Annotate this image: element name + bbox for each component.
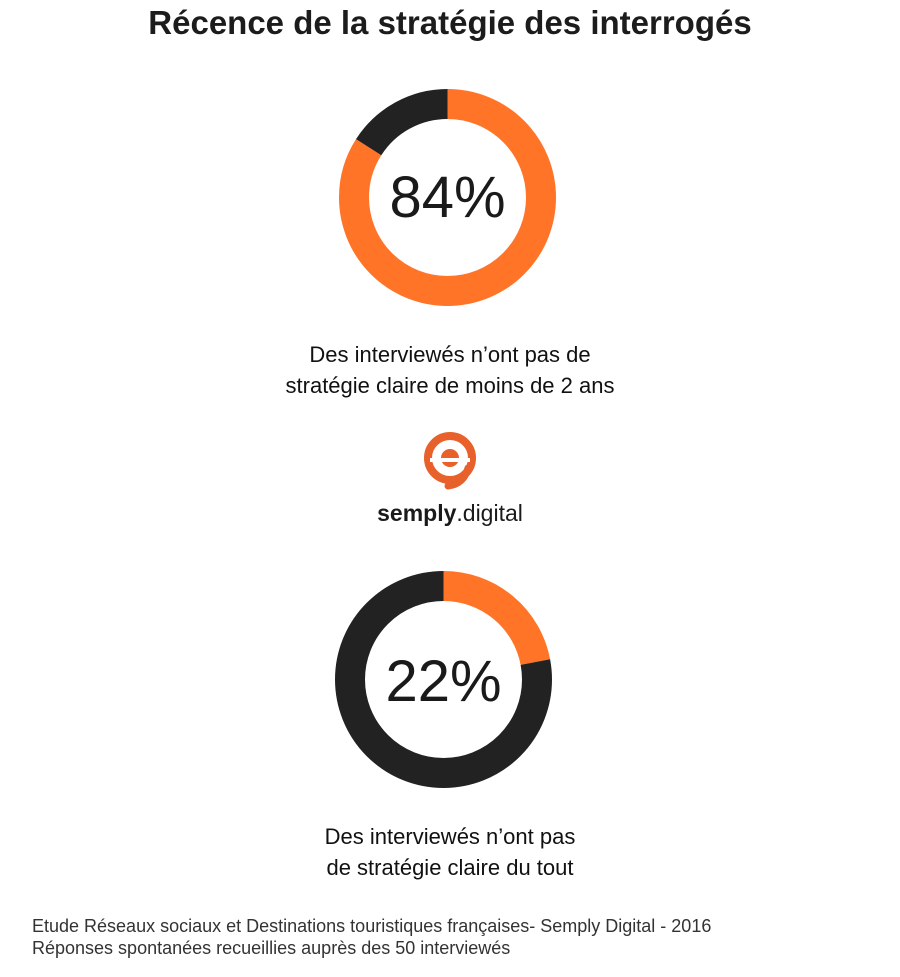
footer-source: Etude Réseaux sociaux et Destinations to… <box>32 915 711 959</box>
donut-chart-84: 84% <box>339 89 556 306</box>
logo-name-rest: .digital <box>456 500 523 526</box>
caption-22: Des interviewés n’ont pas de stratégie c… <box>0 821 900 883</box>
semply-logo: semply.digital <box>360 430 540 530</box>
donut-segment-rest <box>335 571 552 788</box>
caption-line: stratégie claire de moins de 2 ans <box>285 373 615 398</box>
logo-name-bold: semply <box>377 500 457 526</box>
caption-line: Des interviewés n’ont pas de <box>309 342 591 367</box>
footer-line: Etude Réseaux sociaux et Destinations to… <box>32 916 712 936</box>
donut-value-label: 84% <box>389 165 505 230</box>
logo-tail <box>444 464 472 490</box>
donut-chart-22: 22% <box>335 571 552 788</box>
caption-line: Des interviewés n’ont pas <box>324 824 576 849</box>
logo-wordmark: semply.digital <box>360 500 540 527</box>
donut-segment-rest <box>339 89 556 306</box>
caption-84: Des interviewés n’ont pas de stratégie c… <box>0 339 900 401</box>
semply-logo-icon <box>424 432 476 490</box>
page-title: Récence de la stratégie des interrogés <box>148 4 752 41</box>
donut-svg: 84% <box>339 89 556 306</box>
footer-line: Réponses spontanées recueillies auprès d… <box>32 938 511 958</box>
donut-value-label: 22% <box>385 649 501 714</box>
donut-svg: 22% <box>335 571 552 788</box>
caption-line: de stratégie claire du tout <box>326 855 574 880</box>
logo-ring <box>424 432 476 484</box>
